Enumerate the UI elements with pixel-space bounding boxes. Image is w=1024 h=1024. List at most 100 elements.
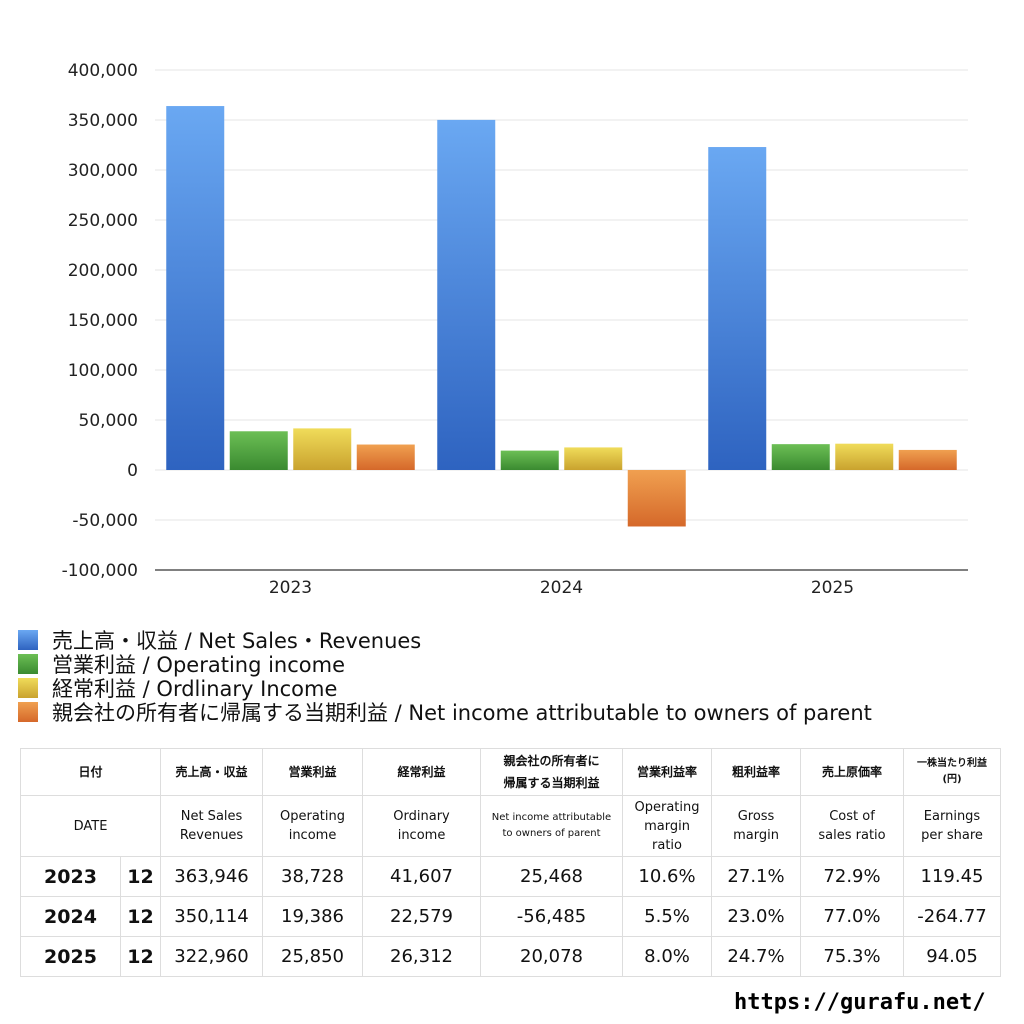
- table-row: 2023 12 363,946 38,728 41,607 25,468 10.…: [20, 856, 1002, 897]
- bar-2024-series-3: [627, 470, 686, 527]
- legend-swatch-operating: [18, 654, 38, 674]
- legend-item-ordinary: 経常利益 / Ordlinary Income: [18, 676, 872, 701]
- legend-label-sales: 売上高・収益 / Net Sales・Revenues: [52, 629, 422, 653]
- x-axis: 2023 2024 2025: [269, 578, 854, 598]
- legend-swatch-ordinary: [18, 678, 38, 698]
- cell-year: 2025: [20, 936, 121, 977]
- y-tick-label: 100,000: [68, 361, 138, 381]
- table-row: 2024 12 350,114 19,386 22,579 -56,485 5.…: [20, 896, 1002, 937]
- legend-item-net: 親会社の所有者に帰属する当期利益 / Net income attributab…: [18, 700, 872, 725]
- source-url[interactable]: https://gurafu.net/: [734, 990, 986, 1015]
- header-opm-en-2: margin: [644, 818, 690, 834]
- cell-opm: 10.6%: [622, 856, 713, 897]
- x-tick-label: 2024: [540, 578, 583, 598]
- bar-2025-series-0: [708, 147, 767, 471]
- header-eps-en-2: per share: [921, 828, 983, 843]
- header-opm-en-1: Operating: [634, 799, 700, 815]
- header-opm-en-3: ratio: [652, 837, 682, 853]
- header-sales-jp: 売上高・収益: [160, 748, 264, 796]
- cell-net: 20,078: [480, 936, 624, 977]
- bar-2023-series-3: [356, 444, 415, 470]
- cell-net: 25,468: [480, 856, 624, 897]
- financial-table: 日付 売上高・収益 営業利益 経常利益 親会社の所有者に 帰属する当期利益 営業利…: [19, 748, 1002, 977]
- header-net-en-2: to owners of parent: [502, 828, 601, 839]
- y-tick-label: 200,000: [68, 261, 138, 281]
- x-tick-label: 2023: [269, 578, 312, 598]
- header-date-jp: 日付: [19, 748, 162, 796]
- header-sales-en-1: Net Sales: [180, 809, 243, 824]
- header-net-jp-line2: 帰属する当期利益: [503, 776, 600, 790]
- cell-ord: 41,607: [362, 856, 482, 897]
- cell-month: 12: [119, 856, 162, 897]
- header-sales-en-2: Revenues: [179, 828, 244, 843]
- header-op-jp: 営業利益: [262, 748, 364, 796]
- grid: [155, 69, 968, 571]
- bar-2023-series-1: [229, 431, 288, 470]
- table-row: 2025 12 322,960 25,850 26,312 20,078 8.0…: [20, 936, 1002, 977]
- cell-cos: 72.9%: [800, 856, 905, 897]
- cell-month: 12: [119, 896, 162, 937]
- header-eps-en: Earnings per share: [903, 795, 1002, 857]
- cell-ord: 22,579: [362, 896, 482, 937]
- header-net-jp-line1: 親会社の所有者に: [503, 754, 600, 768]
- header-gm-en-1: Gross: [737, 809, 775, 824]
- legend-item-sales: 売上高・収益 / Net Sales・Revenues: [18, 628, 872, 653]
- bar-2025-series-3: [898, 449, 957, 470]
- cell-month: 12: [119, 936, 162, 977]
- header-sales-en: Net Sales Revenues: [160, 795, 264, 857]
- legend-item-operating: 営業利益 / Operating income: [18, 652, 872, 677]
- header-eps-jp-line1: 一株当たり利益: [917, 758, 988, 769]
- header-eps-jp-line2: (円): [942, 774, 962, 785]
- bar-2024-series-2: [564, 447, 623, 470]
- header-ord-en: Ordinary income: [362, 795, 482, 857]
- cell-year: 2024: [20, 896, 121, 937]
- header-cos-en-2: sales ratio: [818, 828, 886, 843]
- y-tick-label: -50,000: [72, 511, 138, 531]
- header-ord-en-2: income: [397, 828, 446, 843]
- legend-swatch-net: [18, 702, 38, 722]
- cell-cos: 75.3%: [800, 936, 905, 977]
- bar-2024-series-0: [437, 119, 496, 471]
- y-tick-label: 50,000: [79, 411, 138, 431]
- legend: 売上高・収益 / Net Sales・Revenues 営業利益 / Opera…: [18, 628, 872, 725]
- y-tick-label: -100,000: [62, 561, 138, 581]
- bar-2025-series-1: [771, 444, 830, 470]
- y-tick-label: 150,000: [68, 311, 138, 331]
- header-gm-en: Gross margin: [711, 795, 802, 857]
- header-ord-en-1: Ordinary: [393, 809, 450, 824]
- cell-eps: 119.45: [903, 856, 1002, 897]
- header-op-en-2: income: [288, 828, 337, 843]
- bar-2025-series-2: [835, 443, 894, 470]
- bar-2024-series-1: [500, 450, 559, 470]
- bars: [166, 106, 957, 527]
- header-net-jp: 親会社の所有者に 帰属する当期利益: [480, 748, 624, 796]
- cell-cos: 77.0%: [800, 896, 905, 937]
- cell-op: 38,728: [262, 856, 364, 897]
- header-gm-en-2: margin: [733, 828, 779, 843]
- bar-2023-series-2: [293, 428, 352, 470]
- cell-gm: 23.0%: [711, 896, 802, 937]
- y-tick-label: 350,000: [68, 111, 138, 131]
- legend-label-ordinary: 経常利益 / Ordlinary Income: [52, 677, 338, 701]
- header-cos-jp: 売上原価率: [800, 748, 905, 796]
- header-net-en: Net income attributable to owners of pare…: [480, 795, 624, 857]
- cell-opm: 5.5%: [622, 896, 713, 937]
- table-header-jp: 日付 売上高・収益 営業利益 経常利益 親会社の所有者に 帰属する当期利益 営業利…: [19, 748, 1002, 796]
- bar-2023-series-0: [166, 106, 225, 470]
- header-opm-jp: 営業利益率: [622, 748, 713, 796]
- legend-swatch-sales: [18, 630, 38, 650]
- cell-gm: 27.1%: [711, 856, 802, 897]
- header-date-en: DATE: [19, 795, 162, 857]
- cell-ord: 26,312: [362, 936, 482, 977]
- cell-eps: -264.77: [903, 896, 1002, 937]
- header-gm-jp: 粗利益率: [711, 748, 802, 796]
- header-eps-en-1: Earnings: [923, 809, 981, 824]
- y-axis: 400,000 350,000 300,000 250,000 200,000 150,0…: [62, 61, 138, 581]
- cell-op: 19,386: [262, 896, 364, 937]
- header-op-en: Operating income: [262, 795, 364, 857]
- cell-sales: 322,960: [160, 936, 264, 977]
- header-cos-en-1: Cost of: [829, 809, 875, 824]
- cell-gm: 24.7%: [711, 936, 802, 977]
- legend-label-net: 親会社の所有者に帰属する当期利益 / Net income attributab…: [52, 701, 872, 725]
- header-cos-en: Cost of sales ratio: [800, 795, 905, 857]
